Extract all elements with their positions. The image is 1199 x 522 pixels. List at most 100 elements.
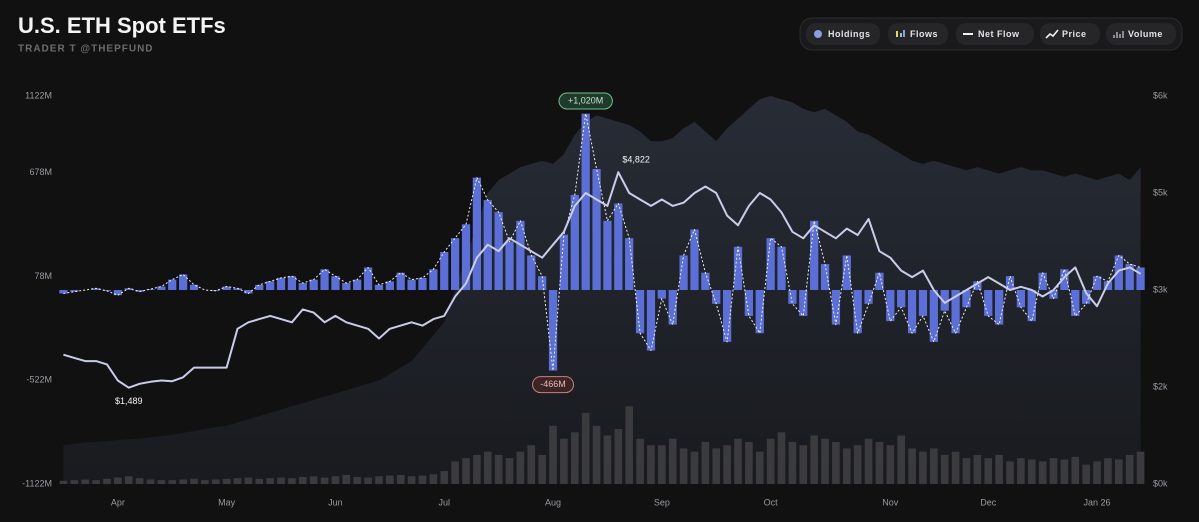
legend-button[interactable] — [806, 23, 880, 45]
legend-label[interactable]: Net Flow — [978, 29, 1020, 39]
legend-item[interactable]: Volume — [1106, 23, 1176, 45]
flow-bar — [810, 220, 819, 290]
flow-bar — [853, 290, 862, 334]
legend-item[interactable]: Flows — [888, 23, 948, 45]
legend-label[interactable]: Price — [1062, 29, 1087, 39]
volume-bar — [375, 476, 383, 484]
flow-bar — [842, 255, 851, 290]
x-tick-label: Aug — [545, 497, 561, 507]
volume-bar — [331, 476, 340, 484]
volume-bar — [853, 445, 862, 484]
x-tick-label: Dec — [980, 497, 997, 507]
flow-bar — [1016, 290, 1026, 308]
chart-subtitle: TRADER T @THEPFUND — [18, 44, 154, 55]
volume-bar — [766, 438, 775, 484]
flow-bar — [831, 290, 841, 325]
legend-icon — [1116, 32, 1118, 38]
legend-button[interactable] — [888, 23, 948, 45]
volume-bar — [211, 479, 220, 484]
flow-bar — [940, 290, 949, 311]
flow-bar — [396, 272, 405, 290]
volume-bar — [59, 480, 68, 484]
flow-bar — [788, 290, 797, 304]
volume-bar — [745, 441, 753, 484]
y2-tick-label: $3k — [1153, 284, 1168, 294]
volume-bar — [842, 448, 851, 484]
legend-button[interactable] — [1040, 23, 1100, 45]
legend-item[interactable]: Price — [1040, 23, 1100, 45]
volume-bar — [1114, 459, 1123, 484]
flow-bar — [266, 281, 275, 290]
legend-icon — [896, 31, 898, 37]
flow-bar — [994, 290, 1004, 325]
legend-label[interactable]: Flows — [910, 29, 938, 39]
flow-bar — [592, 168, 601, 290]
flow-bar — [407, 279, 416, 290]
legend-button[interactable] — [1106, 23, 1176, 45]
holdings-area — [63, 96, 1141, 484]
volume-bar — [70, 480, 79, 484]
y-tick-label: 678M — [29, 167, 52, 177]
y-tick-label: -522M — [26, 375, 52, 385]
legend-icon — [1045, 29, 1059, 39]
flow-bar — [418, 277, 427, 290]
volume-bar — [233, 478, 242, 484]
volume-bar — [647, 445, 655, 484]
flow-bar — [984, 290, 993, 316]
volume-bar — [114, 477, 122, 484]
volume-bar — [473, 454, 481, 484]
volume-bar — [962, 458, 971, 484]
flow-bar — [864, 290, 873, 304]
volume-bar — [701, 441, 710, 484]
flow-bar — [516, 220, 525, 290]
volume-bar — [864, 438, 873, 484]
volume-bar — [255, 478, 264, 484]
flow-bar — [233, 288, 242, 290]
x-tick-label: Jan 26 — [1084, 497, 1111, 507]
flow-bar — [744, 290, 754, 316]
flow-bar — [353, 279, 362, 290]
flow-bar — [1038, 272, 1047, 290]
legend-label[interactable]: Holdings — [828, 29, 871, 39]
flow-bar — [450, 238, 460, 290]
y2-tick-label: $5k — [1153, 187, 1168, 197]
flow-bar — [897, 290, 906, 308]
legend-button[interactable] — [956, 23, 1034, 45]
flow-annotation: -466M — [540, 379, 566, 389]
flow-bar — [374, 284, 384, 290]
flow-bar — [962, 290, 971, 308]
legend-item[interactable]: Net Flow — [956, 23, 1034, 45]
volume-bar — [386, 475, 394, 484]
volume-bar — [266, 478, 274, 484]
y-tick-label: -1122M — [22, 478, 52, 488]
legend-item[interactable]: Holdings — [806, 23, 880, 45]
flow-bar — [690, 229, 699, 290]
volume-bar — [984, 458, 993, 484]
volume-bar — [516, 451, 525, 484]
volume-bar — [777, 432, 786, 484]
volume-bar — [973, 454, 982, 484]
legend-label[interactable]: Volume — [1128, 29, 1163, 39]
volume-bar — [527, 445, 536, 484]
flow-bar — [733, 246, 743, 290]
flow-bar — [363, 267, 373, 290]
volume-bar — [418, 475, 427, 484]
x-tick-label: Jun — [328, 497, 343, 507]
x-tick-label: Apr — [111, 497, 125, 507]
volume-bar — [168, 480, 177, 484]
flow-bar — [951, 290, 960, 334]
volume-bar — [919, 451, 927, 484]
flow-bar — [1136, 267, 1145, 290]
flow-bar — [505, 241, 514, 290]
volume-bar — [821, 438, 829, 484]
net-flow-line — [63, 113, 1141, 372]
flow-bar — [342, 283, 351, 290]
flow-bar — [168, 279, 177, 290]
flow-bar — [907, 290, 917, 334]
volume-bar — [451, 461, 459, 484]
legend-icon — [900, 33, 902, 37]
volume-bar — [320, 477, 329, 484]
y2-tick-label: $0k — [1153, 478, 1168, 488]
volume-bar — [1060, 459, 1069, 484]
volume-bar — [146, 479, 155, 484]
